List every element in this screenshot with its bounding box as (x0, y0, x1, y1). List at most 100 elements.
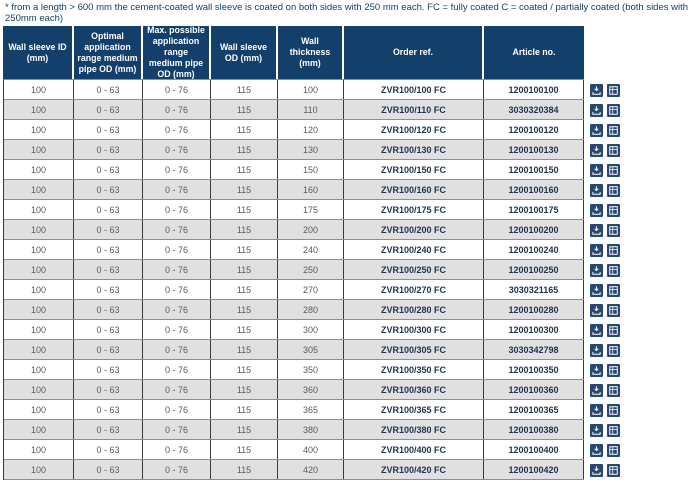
download-button[interactable] (590, 343, 603, 357)
download-button[interactable] (590, 303, 603, 317)
table-row-cells: 100 0 - 63 0 - 76 115 160 ZVR100/160 FC 120010… (4, 180, 584, 200)
cell-article-no: 1200100350 (484, 360, 584, 379)
download-button[interactable] (590, 423, 603, 437)
download-button[interactable] (590, 263, 603, 277)
cell-wall-sleeve-id: 100 (4, 160, 74, 179)
cell-order-ref: ZVR100/175 FC (344, 200, 484, 219)
cell-max-range: 0 - 76 (143, 260, 211, 279)
cell-optimal-range: 0 - 63 (74, 200, 143, 219)
table-header-row: Wall sleeve ID (mm) Optimal application r… (3, 25, 584, 79)
datasheet-button[interactable] (607, 403, 620, 417)
datasheet-button[interactable] (607, 383, 620, 397)
cell-max-range: 0 - 76 (143, 400, 211, 419)
cell-optimal-range: 0 - 63 (74, 160, 143, 179)
table-row: 100 0 - 63 0 - 76 115 400 ZVR100/400 FC 120010… (4, 440, 620, 460)
download-button[interactable] (590, 363, 603, 377)
download-button[interactable] (590, 323, 603, 337)
download-button[interactable] (590, 103, 603, 117)
cell-wall-sleeve-id: 100 (4, 180, 74, 199)
table-row-cells: 100 0 - 63 0 - 76 115 270 ZVR100/270 FC 303032… (4, 280, 584, 300)
download-icon (592, 345, 601, 355)
cell-wall-sleeve-od: 115 (211, 220, 278, 239)
cell-max-range: 0 - 76 (143, 180, 211, 199)
download-button[interactable] (590, 443, 603, 457)
table-icon (609, 125, 618, 135)
table-row: 100 0 - 63 0 - 76 115 280 ZVR100/280 FC 120010… (4, 300, 620, 320)
download-button[interactable] (590, 283, 603, 297)
cell-wall-sleeve-id: 100 (4, 100, 74, 119)
download-button[interactable] (590, 123, 603, 137)
download-icon (592, 205, 601, 215)
table-row-cells: 100 0 - 63 0 - 76 115 300 ZVR100/300 FC 120010… (4, 320, 584, 340)
table-row: 100 0 - 63 0 - 76 115 100 ZVR100/100 FC 120010… (4, 80, 620, 100)
table-icon (609, 265, 618, 275)
row-actions (590, 400, 620, 420)
table-row: 100 0 - 63 0 - 76 115 110 ZVR100/110 FC 303032… (4, 100, 620, 120)
column-header-wall-sleeve-id: Wall sleeve ID (mm) (3, 26, 74, 79)
datasheet-button[interactable] (607, 103, 620, 117)
download-button[interactable] (590, 383, 603, 397)
cell-optimal-range: 0 - 63 (74, 280, 143, 299)
table-icon (609, 185, 618, 195)
datasheet-button[interactable] (607, 243, 620, 257)
row-actions (590, 320, 620, 340)
table-row: 100 0 - 63 0 - 76 115 150 ZVR100/150 FC 120010… (4, 160, 620, 180)
cell-wall-sleeve-id: 100 (4, 320, 74, 339)
datasheet-button[interactable] (607, 223, 620, 237)
cell-wall-thickness: 380 (278, 420, 344, 439)
cell-wall-sleeve-od: 115 (211, 160, 278, 179)
datasheet-button[interactable] (607, 183, 620, 197)
row-actions (590, 300, 620, 320)
download-button[interactable] (590, 143, 603, 157)
download-button[interactable] (590, 243, 603, 257)
table-row-cells: 100 0 - 63 0 - 76 115 400 ZVR100/400 FC 120010… (4, 440, 584, 460)
download-button[interactable] (590, 403, 603, 417)
table-row: 100 0 - 63 0 - 76 115 130 ZVR100/130 FC 120010… (4, 140, 620, 160)
row-actions (590, 380, 620, 400)
datasheet-button[interactable] (607, 363, 620, 377)
cell-optimal-range: 0 - 63 (74, 240, 143, 259)
cell-article-no: 1200100400 (484, 440, 584, 459)
cell-wall-thickness: 270 (278, 280, 344, 299)
cell-article-no: 1200100240 (484, 240, 584, 259)
download-button[interactable] (590, 163, 603, 177)
download-button[interactable] (590, 463, 603, 477)
datasheet-button[interactable] (607, 303, 620, 317)
cell-max-range: 0 - 76 (143, 340, 211, 359)
download-icon (592, 265, 601, 275)
datasheet-button[interactable] (607, 83, 620, 97)
cell-wall-thickness: 110 (278, 100, 344, 119)
cell-article-no: 1200100100 (484, 80, 584, 99)
cell-max-range: 0 - 76 (143, 360, 211, 379)
column-header-max-range: Max. possible application range medium p… (143, 25, 211, 79)
download-button[interactable] (590, 223, 603, 237)
datasheet-button[interactable] (607, 343, 620, 357)
cell-wall-sleeve-od: 115 (211, 180, 278, 199)
cell-article-no: 1200100300 (484, 320, 584, 339)
datasheet-button[interactable] (607, 323, 620, 337)
cell-wall-thickness: 150 (278, 160, 344, 179)
datasheet-button[interactable] (607, 263, 620, 277)
cell-order-ref: ZVR100/270 FC (344, 280, 484, 299)
datasheet-button[interactable] (607, 443, 620, 457)
cell-max-range: 0 - 76 (143, 220, 211, 239)
table-icon (609, 105, 618, 115)
datasheet-button[interactable] (607, 163, 620, 177)
download-button[interactable] (590, 83, 603, 97)
table-row: 100 0 - 63 0 - 76 115 160 ZVR100/160 FC 120010… (4, 180, 620, 200)
column-header-article-no: Article no. (484, 26, 584, 79)
datasheet-button[interactable] (607, 143, 620, 157)
cell-wall-thickness: 130 (278, 140, 344, 159)
datasheet-button[interactable] (607, 123, 620, 137)
download-button[interactable] (590, 203, 603, 217)
cell-wall-sleeve-od: 115 (211, 380, 278, 399)
table-row: 100 0 - 63 0 - 76 115 300 ZVR100/300 FC 120010… (4, 320, 620, 340)
cell-order-ref: ZVR100/350 FC (344, 360, 484, 379)
cell-article-no: 1200100380 (484, 420, 584, 439)
download-button[interactable] (590, 183, 603, 197)
cell-wall-sleeve-od: 115 (211, 200, 278, 219)
datasheet-button[interactable] (607, 423, 620, 437)
datasheet-button[interactable] (607, 203, 620, 217)
datasheet-button[interactable] (607, 463, 620, 477)
datasheet-button[interactable] (607, 283, 620, 297)
